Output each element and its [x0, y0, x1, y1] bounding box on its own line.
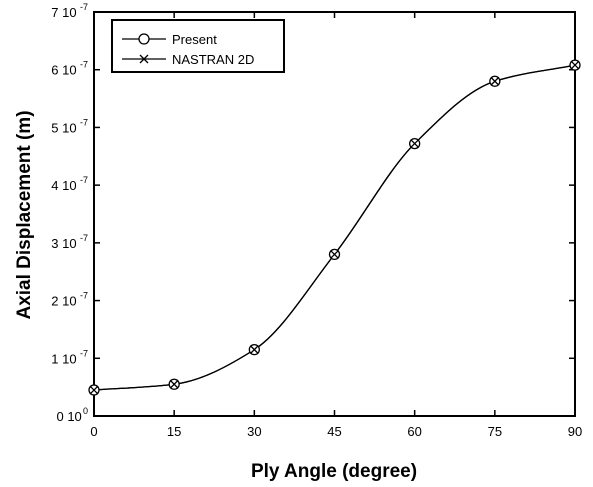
- x-tick-label: 60: [407, 424, 421, 439]
- x-tick-label: 0: [90, 424, 97, 439]
- y-tick-label: -7 3 10: [51, 233, 88, 251]
- y-tick-label: -7 5 10: [51, 117, 88, 135]
- y-tick-exponent: -7: [80, 233, 88, 243]
- y-tick-mantissa: 5 10: [51, 120, 76, 135]
- y-tick-mantissa: 4 10: [51, 178, 76, 193]
- y-tick-exponent: -7: [80, 291, 88, 301]
- data-markers: [88, 59, 581, 396]
- x-axis-title: Ply Angle (degree): [251, 461, 417, 482]
- y-tick-exponent: -7: [80, 117, 88, 127]
- y-tick-exponent: -7: [80, 60, 88, 70]
- y-tick-exponent: -7: [80, 348, 88, 358]
- data-point-nastran: [249, 345, 259, 355]
- y-tick-mantissa: 2 10: [51, 294, 76, 309]
- x-tick-label: 45: [327, 424, 341, 439]
- legend-label: NASTRAN 2D: [172, 52, 254, 67]
- data-point-nastran: [330, 249, 339, 259]
- series-line-nastran-2d: [93, 64, 576, 391]
- legend-x-marker: [139, 54, 149, 64]
- y-tick-label: -7 4 10: [51, 175, 88, 193]
- data-point-nastran: [169, 379, 179, 389]
- series-lines: [93, 64, 576, 391]
- x-tick-label: 15: [167, 424, 181, 439]
- y-tick-label: 00 10: [56, 406, 88, 424]
- legend-circle-marker: [138, 33, 150, 45]
- x-tick-label: 30: [247, 424, 261, 439]
- data-point-nastran: [410, 139, 420, 149]
- y-tick-mantissa: 3 10: [51, 236, 76, 251]
- data-point-nastran: [89, 385, 99, 395]
- y-tick-mantissa: 1 10: [51, 351, 76, 366]
- y-tick-label: -7 7 10: [51, 2, 88, 20]
- y-tick-label: -7 6 10: [51, 60, 88, 78]
- y-tick-mantissa: 7 10: [51, 5, 76, 20]
- y-tick-label: -7 2 10: [51, 291, 88, 309]
- data-point-nastran: [570, 60, 580, 70]
- y-axis: 00 10 -7 1 10 -7 2 10 -7 3 10 -7 4 10 -7 5 10 -7 6 1…: [51, 2, 575, 424]
- series-line-present: [93, 64, 576, 391]
- legend: Present NASTRAN 2D: [111, 19, 285, 73]
- y-tick-label: -7 1 10: [51, 348, 88, 366]
- legend-box: [111, 19, 285, 73]
- legend-label: Present: [172, 32, 217, 47]
- x-tick-label: 90: [568, 424, 582, 439]
- y-tick-exponent: -7: [80, 175, 88, 185]
- y-tick-exponent: -7: [80, 2, 88, 12]
- data-point-nastran: [490, 76, 500, 86]
- x-axis: 0 15 30 45 60 75 90: [90, 12, 582, 439]
- y-tick-mantissa: 6 10: [51, 63, 76, 78]
- y-tick-mantissa: 0 10: [56, 409, 81, 424]
- y-tick-exponent: 0: [83, 406, 88, 416]
- y-axis-title: Axial Displacement (m): [14, 110, 35, 319]
- x-tick-label: 75: [488, 424, 502, 439]
